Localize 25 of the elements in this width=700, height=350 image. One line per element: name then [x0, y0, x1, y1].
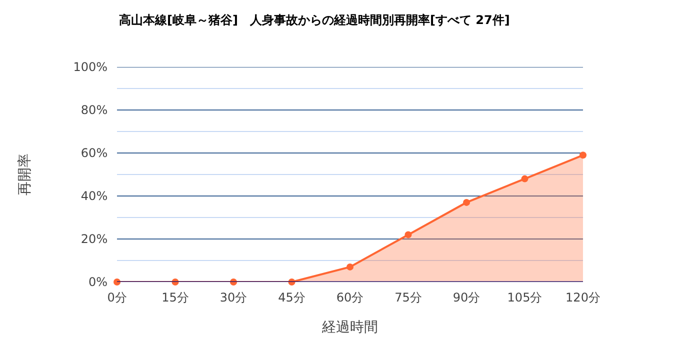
x-tick-label: 120分 — [566, 290, 600, 304]
point — [346, 263, 354, 270]
x-tick-label: 15分 — [162, 290, 189, 304]
y-tick-label: 0% — [88, 275, 108, 290]
y-axis-title: 再開率 — [16, 154, 33, 196]
y-tick-label: 20% — [80, 232, 108, 246]
point — [521, 175, 528, 182]
point — [580, 152, 586, 159]
x-tick-label: 75分 — [394, 290, 422, 304]
y-tick-label: 80% — [80, 103, 108, 118]
point — [114, 278, 120, 286]
point — [230, 278, 237, 286]
x-tick-label: 30分 — [220, 290, 248, 304]
y-tick-label: 60% — [80, 146, 108, 160]
y-tick-label: 100% — [73, 60, 108, 74]
point — [404, 231, 412, 238]
x-tick-label: 60分 — [336, 290, 364, 304]
chart-title: 高山本線[岐阜～猪谷] 人身事故からの経過時間別再開率[すべて 27件] — [119, 13, 510, 28]
x-tick-label: 0分 — [107, 290, 127, 304]
x-tick-label: 90分 — [452, 290, 480, 304]
y-tick-label: 40% — [80, 189, 108, 204]
x-axis-title: 経過時間 — [321, 320, 378, 336]
point — [463, 198, 470, 206]
x-tick-label: 105分 — [507, 290, 542, 304]
x-tick-label: 45分 — [278, 290, 306, 304]
